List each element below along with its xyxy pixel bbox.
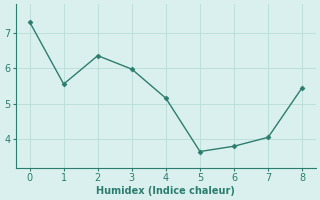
X-axis label: Humidex (Indice chaleur): Humidex (Indice chaleur) [96, 186, 235, 196]
